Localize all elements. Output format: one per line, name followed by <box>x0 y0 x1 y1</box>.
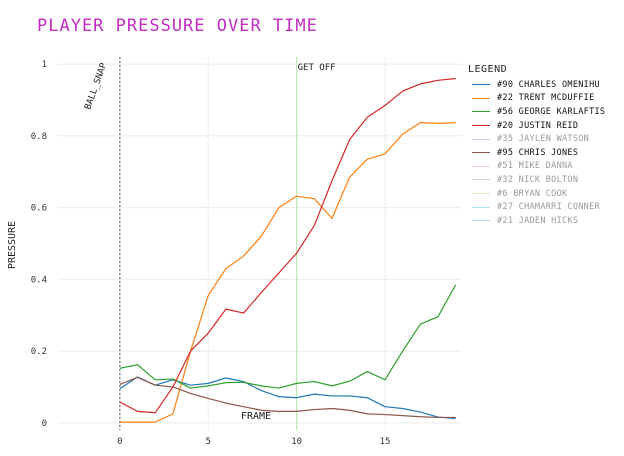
series-line <box>119 284 457 389</box>
legend-label: #90 CHARLES OMENIHU <box>497 79 600 90</box>
legend-swatch <box>472 206 490 208</box>
legend-label: #35 JAYLEN WATSON <box>497 134 590 145</box>
legend-item[interactable]: #35 JAYLEN WATSON <box>468 132 605 146</box>
legend-swatch <box>472 111 490 113</box>
legend-item[interactable]: #95 CHRIS JONES <box>468 146 605 160</box>
legend-item[interactable]: #32 NICK BOLTON <box>468 173 605 187</box>
y-tick-label: 0.8 <box>31 132 47 142</box>
legend-swatch <box>472 165 490 167</box>
legend-item[interactable]: #90 CHARLES OMENIHU <box>468 78 605 92</box>
legend-swatch <box>472 152 490 154</box>
legend-label: #22 TRENT MCDUFFIE <box>497 93 595 104</box>
y-tick-label: 1 <box>42 60 47 70</box>
legend-swatch <box>472 179 490 181</box>
legend-label: #27 CHAMARRI CONNER <box>497 202 600 213</box>
legend-item[interactable]: #20 JUSTIN REID <box>468 119 605 133</box>
annotation-label: GET OFF <box>298 63 336 73</box>
x-tick-label: 15 <box>380 437 391 447</box>
legend-swatch <box>472 138 490 140</box>
x-tick-label: 10 <box>291 437 302 447</box>
series-line <box>119 77 456 414</box>
annotation-label: BALL_SNAP <box>83 61 109 111</box>
legend-swatch <box>472 84 490 86</box>
legend-item[interactable]: #56 GEORGE KARLAFTIS <box>468 105 605 119</box>
chart-title: PLAYER PRESSURE OVER TIME <box>37 16 318 36</box>
x-tick-label: 5 <box>206 437 211 447</box>
y-tick-label: 0.4 <box>31 275 47 285</box>
legend-label: #56 GEORGE KARLAFTIS <box>497 106 606 117</box>
legend-item[interactable]: #22 TRENT MCDUFFIE <box>468 92 605 106</box>
series-line <box>119 122 456 423</box>
y-axis-label: PRESSURE <box>7 221 18 269</box>
legend-swatch <box>472 97 490 99</box>
legend-label: #95 CHRIS JONES <box>497 147 579 158</box>
legend-label: #51 MIKE DANNA <box>497 161 573 172</box>
x-axis-label: FRAME <box>241 411 271 422</box>
y-tick-label: 0.6 <box>31 204 47 214</box>
y-tick-label: 0 <box>42 419 47 429</box>
legend-item[interactable]: #21 JADEN HICKS <box>468 214 605 228</box>
legend-swatch <box>472 125 490 127</box>
series-line <box>119 376 456 420</box>
legend-title: LEGEND <box>468 64 508 75</box>
legend-swatch <box>472 220 490 222</box>
legend-label: #21 JADEN HICKS <box>497 215 579 226</box>
x-tick-label: 0 <box>117 437 122 447</box>
legend-label: #6 BRYAN COOK <box>497 188 568 199</box>
legend-label: #32 NICK BOLTON <box>497 174 579 185</box>
series-line <box>119 376 456 419</box>
legend-item[interactable]: #51 MIKE DANNA <box>468 160 605 174</box>
legend-item[interactable]: #6 BRYAN COOK <box>468 187 605 201</box>
legend: LEGEND #90 CHARLES OMENIHU #22 TRENT MCDU… <box>468 64 605 228</box>
legend-label: #20 JUSTIN REID <box>497 120 579 131</box>
y-tick-label: 0.2 <box>31 347 47 357</box>
legend-swatch <box>472 193 490 195</box>
legend-item[interactable]: #27 CHAMARRI CONNER <box>468 200 605 214</box>
